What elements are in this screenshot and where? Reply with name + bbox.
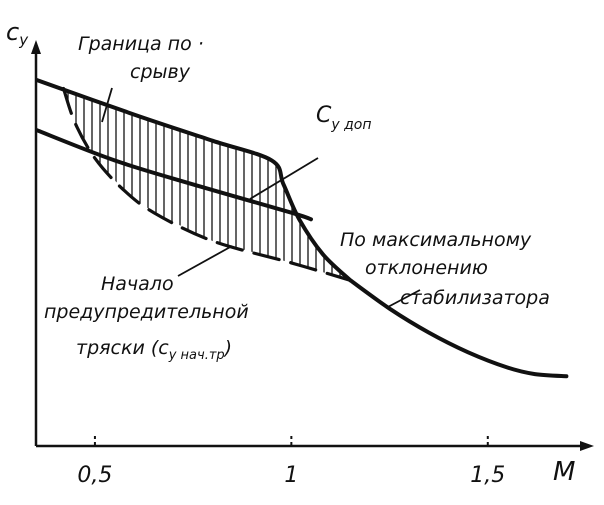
hatched-area	[36, 79, 351, 281]
shake-leader	[177, 245, 233, 277]
label-stall-line2: срыву	[130, 61, 191, 83]
y-axis-arrow	[31, 40, 41, 54]
series-line-0	[36, 77, 353, 283]
cydop-leader	[249, 157, 319, 200]
label-shake-line2: предупредительной	[44, 301, 249, 323]
hatched-region	[36, 79, 351, 281]
x-axis-label: M	[553, 457, 575, 487]
x-tick-label-0: 0,5	[77, 463, 112, 488]
stab-leader	[385, 289, 421, 309]
label-cy-dop: Cy доп	[316, 103, 372, 133]
label-stab-line2: отклонению	[365, 257, 488, 279]
label-shake-line1: Начало	[101, 273, 174, 295]
x-tick-label-2: 1,5	[470, 463, 505, 488]
label-stab-line1: По максимальному	[340, 229, 532, 251]
label-stab-line3: стабилизатора	[400, 287, 550, 309]
x-tick-label-1: 1	[284, 463, 298, 488]
series-line-1	[36, 127, 313, 222]
x-axis-arrow	[580, 441, 594, 451]
label-shake-line3: тряски (cy нач.тр)	[76, 337, 232, 363]
stall-leader	[101, 87, 113, 123]
y-axis-label: cy	[6, 18, 29, 49]
series-group	[36, 77, 569, 379]
series-line-3	[61, 86, 352, 282]
label-stall-line1: Граница по ·	[78, 33, 204, 55]
series-line-2	[348, 278, 569, 379]
x-ticks: 0,5 1 1,5	[77, 436, 505, 488]
